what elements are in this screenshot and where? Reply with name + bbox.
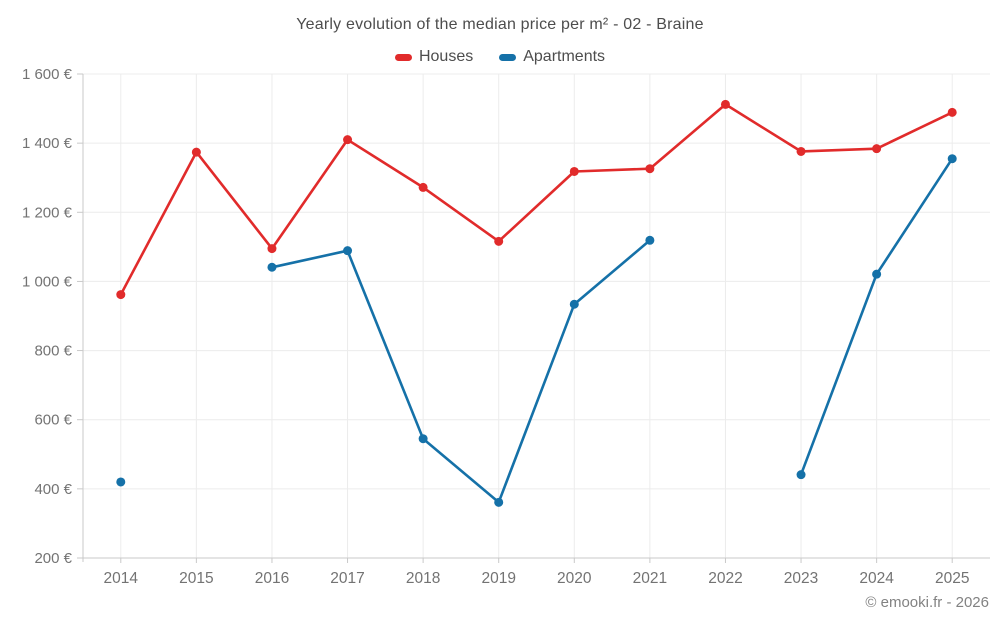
apartments-point-2025[interactable] xyxy=(947,154,957,164)
chart-title: Yearly evolution of the median price per… xyxy=(296,16,704,33)
x-axis-label: 2023 xyxy=(784,570,818,587)
y-axis-label: 1 000 € xyxy=(22,273,73,290)
houses-legend-label: Houses xyxy=(418,48,474,65)
houses-point-2014[interactable] xyxy=(116,290,126,300)
houses-point-2017[interactable] xyxy=(343,135,353,145)
y-axis-label: 1 600 € xyxy=(22,66,73,83)
apartments-point-2019[interactable] xyxy=(494,497,504,507)
y-axis-label: 200 € xyxy=(34,550,72,567)
legend: Houses Apartments xyxy=(0,46,1000,68)
apartments-line xyxy=(270,239,652,504)
y-axis-label: 400 € xyxy=(34,481,72,498)
x-axis-label: 2016 xyxy=(255,570,289,587)
x-axis-label: 2014 xyxy=(104,570,139,587)
y-axis-label: 800 € xyxy=(34,343,72,360)
x-axis-label: 2022 xyxy=(708,570,742,587)
copyright-watermark: © emooki.fr - 2026 xyxy=(865,594,989,611)
apartments-point-2020[interactable] xyxy=(569,299,579,309)
houses-point-2016[interactable] xyxy=(267,244,277,254)
y-axis-label: 600 € xyxy=(34,412,72,429)
houses-point-2023[interactable] xyxy=(796,146,806,156)
apartments-legend-swatch-icon xyxy=(499,53,517,61)
x-axis-label: 2019 xyxy=(481,570,515,587)
houses-point-2022[interactable] xyxy=(720,99,730,109)
apartments-point-2021[interactable] xyxy=(645,235,655,245)
houses-point-2025[interactable] xyxy=(947,107,957,117)
y-axis-label: 1 400 € xyxy=(22,135,73,152)
houses-point-2024[interactable] xyxy=(872,144,882,154)
apartments-point-2024[interactable] xyxy=(872,269,882,279)
apartments-point-2017[interactable] xyxy=(343,246,353,256)
houses-point-2020[interactable] xyxy=(569,166,579,176)
houses-point-2015[interactable] xyxy=(191,147,201,157)
x-axis-label: 2020 xyxy=(557,570,592,587)
apartments-point-2014[interactable] xyxy=(116,477,126,487)
legend-item-houses[interactable]: Houses xyxy=(394,48,474,66)
apartments-point-2018[interactable] xyxy=(418,434,428,444)
x-axis-label: 2017 xyxy=(330,570,364,587)
x-axis-label: 2021 xyxy=(633,570,667,587)
y-axis-label: 1 200 € xyxy=(22,204,73,221)
x-axis-label: 2018 xyxy=(406,570,440,587)
houses-point-2021[interactable] xyxy=(645,164,655,174)
houses-point-2019[interactable] xyxy=(494,236,504,246)
legend-item-apartments[interactable]: Apartments xyxy=(499,48,605,66)
houses-legend-swatch-icon xyxy=(394,53,412,61)
houses-point-2018[interactable] xyxy=(418,182,428,192)
apartments-point-2016[interactable] xyxy=(267,262,277,272)
apartments-legend-label: Apartments xyxy=(523,48,606,65)
houses-line xyxy=(119,103,954,296)
apartments-point-2023[interactable] xyxy=(796,470,806,480)
x-axis-label: 2024 xyxy=(859,570,894,587)
x-axis-label: 2015 xyxy=(179,570,213,587)
x-axis-label: 2025 xyxy=(935,570,969,587)
